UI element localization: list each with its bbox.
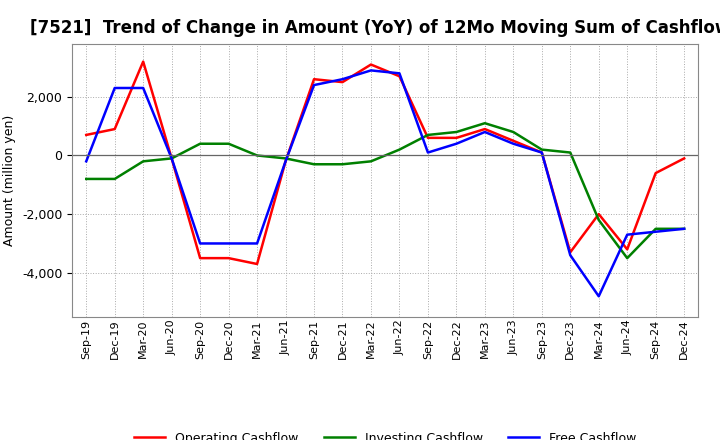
- Investing Cashflow: [196, 141, 204, 147]
- Operating Cashflow: [310, 77, 318, 82]
- Investing Cashflow: [537, 147, 546, 152]
- Free Cashflow: [509, 141, 518, 147]
- Investing Cashflow: [366, 159, 375, 164]
- Free Cashflow: [110, 85, 119, 91]
- Investing Cashflow: [595, 217, 603, 223]
- Investing Cashflow: [282, 156, 290, 161]
- Line: Operating Cashflow: Operating Cashflow: [86, 62, 684, 264]
- Investing Cashflow: [680, 226, 688, 231]
- Operating Cashflow: [480, 126, 489, 132]
- Investing Cashflow: [395, 147, 404, 152]
- Operating Cashflow: [110, 126, 119, 132]
- Free Cashflow: [480, 129, 489, 135]
- Operating Cashflow: [167, 156, 176, 161]
- Free Cashflow: [196, 241, 204, 246]
- Free Cashflow: [452, 141, 461, 147]
- Y-axis label: Amount (million yen): Amount (million yen): [4, 115, 17, 246]
- Operating Cashflow: [366, 62, 375, 67]
- Investing Cashflow: [623, 256, 631, 261]
- Investing Cashflow: [82, 176, 91, 182]
- Operating Cashflow: [680, 156, 688, 161]
- Operating Cashflow: [139, 59, 148, 64]
- Free Cashflow: [395, 71, 404, 76]
- Operating Cashflow: [423, 135, 432, 140]
- Title: [7521]  Trend of Change in Amount (YoY) of 12Mo Moving Sum of Cashflows: [7521] Trend of Change in Amount (YoY) o…: [30, 19, 720, 37]
- Free Cashflow: [338, 77, 347, 82]
- Investing Cashflow: [167, 156, 176, 161]
- Operating Cashflow: [225, 256, 233, 261]
- Operating Cashflow: [395, 73, 404, 79]
- Free Cashflow: [253, 241, 261, 246]
- Investing Cashflow: [509, 129, 518, 135]
- Operating Cashflow: [623, 247, 631, 252]
- Free Cashflow: [167, 156, 176, 161]
- Line: Free Cashflow: Free Cashflow: [86, 70, 684, 296]
- Investing Cashflow: [310, 161, 318, 167]
- Investing Cashflow: [480, 121, 489, 126]
- Free Cashflow: [225, 241, 233, 246]
- Free Cashflow: [566, 253, 575, 258]
- Investing Cashflow: [139, 159, 148, 164]
- Operating Cashflow: [253, 261, 261, 267]
- Investing Cashflow: [225, 141, 233, 147]
- Operating Cashflow: [509, 138, 518, 143]
- Free Cashflow: [623, 232, 631, 237]
- Free Cashflow: [423, 150, 432, 155]
- Free Cashflow: [652, 229, 660, 235]
- Investing Cashflow: [110, 176, 119, 182]
- Investing Cashflow: [652, 226, 660, 231]
- Investing Cashflow: [338, 161, 347, 167]
- Operating Cashflow: [196, 256, 204, 261]
- Free Cashflow: [366, 68, 375, 73]
- Operating Cashflow: [652, 170, 660, 176]
- Legend: Operating Cashflow, Investing Cashflow, Free Cashflow: Operating Cashflow, Investing Cashflow, …: [129, 427, 642, 440]
- Operating Cashflow: [82, 132, 91, 138]
- Free Cashflow: [282, 159, 290, 164]
- Operating Cashflow: [338, 80, 347, 85]
- Operating Cashflow: [595, 212, 603, 217]
- Investing Cashflow: [423, 132, 432, 138]
- Operating Cashflow: [566, 249, 575, 255]
- Investing Cashflow: [566, 150, 575, 155]
- Free Cashflow: [595, 293, 603, 299]
- Free Cashflow: [139, 85, 148, 91]
- Free Cashflow: [310, 82, 318, 88]
- Free Cashflow: [680, 226, 688, 231]
- Line: Investing Cashflow: Investing Cashflow: [86, 123, 684, 258]
- Free Cashflow: [82, 159, 91, 164]
- Operating Cashflow: [452, 135, 461, 140]
- Operating Cashflow: [282, 159, 290, 164]
- Operating Cashflow: [537, 150, 546, 155]
- Investing Cashflow: [452, 129, 461, 135]
- Investing Cashflow: [253, 153, 261, 158]
- Free Cashflow: [537, 150, 546, 155]
